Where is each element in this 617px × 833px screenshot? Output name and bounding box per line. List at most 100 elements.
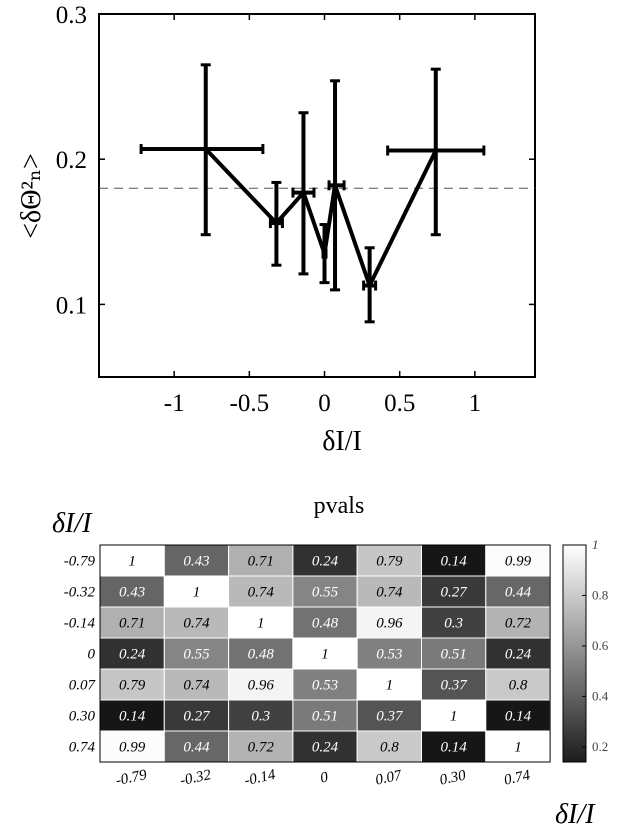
heatmap-cell-label: 1 [193,585,201,601]
heatmap-row-labels: -0.79 -0.32 -0.14 0 0.07 0.30 0.74 [64,554,97,756]
heatmap-cell-fill [356,699,423,732]
heatmap-cell: 0.44 [163,730,230,763]
heatmap-cell-label: 0.53 [376,647,402,663]
heatmap-col-label: -0.79 [114,767,148,789]
heatmap-cell-fill [421,575,487,608]
heatmap-cell-label: 0.71 [119,616,145,632]
colorbar-ticks: 0.2 0.4 0.6 0.8 1 [582,537,609,754]
heatmap-row-label: 0.74 [69,740,96,756]
heatmap-row-label: -0.14 [64,616,96,632]
heatmap-cell: 0.8 [485,668,551,701]
heatmap-cell-label: 0.43 [119,585,145,601]
heatmap-cell-label: 0.14 [441,740,468,756]
heatmap-cell-fill [228,668,294,701]
heatmap-cell-label: 0.72 [505,616,532,632]
heatmap-cell-fill [163,575,230,608]
heatmap-col-label: 0.07 [374,767,404,788]
heatmap-cell: 0.79 [99,668,165,701]
heatmap-cell-label: 1 [257,616,265,632]
heatmap-col-label: 0.30 [438,767,467,788]
heatmap-cell: 0.53 [356,637,423,670]
heatmap-cell-label: 0.14 [505,709,532,725]
heatmap-cell-fill [163,668,230,701]
heatmap-col-label: -0.14 [243,767,277,789]
heatmap-col-label: 0.74 [503,767,532,788]
heatmap-cell-label: 0.96 [376,616,403,632]
heatmap-cell-fill [228,575,294,608]
colorbar-tick-label: 0.4 [592,688,609,703]
heatmap-cell-fill [485,699,551,732]
heatmap-cell-fill [356,730,423,763]
heatmap-cell: 0.3 [228,699,294,732]
colorbar [562,544,587,763]
heatmap-cell: 0.72 [485,606,551,639]
heatmap-cell-fill [292,544,358,577]
line-chart: 0.1 0.2 0.3 -1 -0.5 0 0.5 1 δI/I <δΘ²ₙ> [16,2,536,457]
heatmap-cell: 0.74 [356,575,423,608]
heatmap-cell: 0.71 [99,606,165,639]
heatmap-cells: 1 0.43 0.71 0.24 0.79 0.14 0.99 0.43 1 0.74 0.55 0.… [99,544,551,763]
heatmap-cell-label: 0.48 [248,647,275,663]
heatmap-cell-label: 0.3 [444,616,463,632]
x-tick-label: 0 [318,390,331,417]
heatmap-cell: 1 [228,606,294,639]
heatmap-cell-label: 0.37 [376,709,404,725]
heatmap-cell: 1 [356,668,423,701]
heatmap-cell-label: 0.8 [380,740,399,756]
heatmap-col-labels: -0.79 -0.32 -0.14 0 0.07 0.30 0.74 [114,767,532,789]
heatmap-row-axis-label: δI/I [52,508,93,539]
heatmap-cell-label: 0.48 [312,616,339,632]
heatmap-cell: 0.55 [292,575,358,608]
heatmap-col-axis-label: δI/I [555,799,596,830]
heatmap-cell: 0.27 [163,699,230,732]
heatmap-cell-label: 0.96 [248,678,275,694]
heatmap-cell: 1 [99,544,165,577]
heatmap-cell-label: 0.79 [119,678,146,694]
heatmap-row-label: 0.07 [69,678,97,694]
heatmap-cell: 0.99 [99,730,165,763]
heatmap-cell-label: 0.99 [119,740,146,756]
x-tick-label: 0.5 [384,390,415,417]
heatmap-cell: 0.14 [421,544,487,577]
plot-frame [98,13,536,378]
heatmap-cell: 0.48 [292,606,358,639]
heatmap-cell: 0.71 [228,544,294,577]
heatmap-cell-label: 1 [321,647,329,663]
heatmap-cell: 0.37 [421,668,487,701]
heatmap-cell-fill [99,730,165,763]
x-axis-label: δI/I [322,426,362,457]
colorbar-tick-label: 0.8 [592,587,608,602]
x-tick-label: 1 [469,390,482,417]
heatmap-row-label: -0.79 [64,554,96,570]
heatmap-cell-fill [356,575,423,608]
heatmap-cell: 0.37 [356,699,423,732]
heatmap-cell-label: 0.74 [376,585,403,601]
heatmap-cell: 0.14 [485,699,551,732]
y-axis-label: <δΘ²ₙ> [16,153,47,239]
heatmap-cell-label: 0.24 [312,740,339,756]
heatmap-cell-fill [356,544,423,577]
heatmap-cell-label: 0.14 [441,554,468,570]
heatmap-cell-fill [228,730,294,763]
heatmap-cell-label: 0.79 [376,554,403,570]
x-tick-label: -0.5 [230,390,270,417]
x-axis-ticks: -1 -0.5 0 0.5 1 [164,14,481,417]
heatmap-cell: 0.74 [163,668,230,701]
heatmap-cell-label: 0.14 [119,709,146,725]
heatmap-cell: 0.43 [163,544,230,577]
heatmap-cell-label: 1 [450,709,458,725]
heatmap-cell-fill [163,606,230,639]
heatmap-col-label: -0.32 [179,767,213,789]
heatmap-cell-fill [163,730,230,763]
heatmap-cell-fill [292,637,358,670]
y-tick-label: 0.1 [56,292,87,319]
heatmap-cell-fill [163,699,230,732]
heatmap-cell-fill [292,606,358,639]
heatmap-cell-label: 0.24 [119,647,146,663]
heatmap-cell-label: 0.74 [248,585,275,601]
heatmap-col-label: 0 [319,769,330,786]
heatmap-cell: 0.43 [99,575,165,608]
heatmap-cell: 0.74 [228,575,294,608]
x-tick-label: -1 [164,390,185,417]
